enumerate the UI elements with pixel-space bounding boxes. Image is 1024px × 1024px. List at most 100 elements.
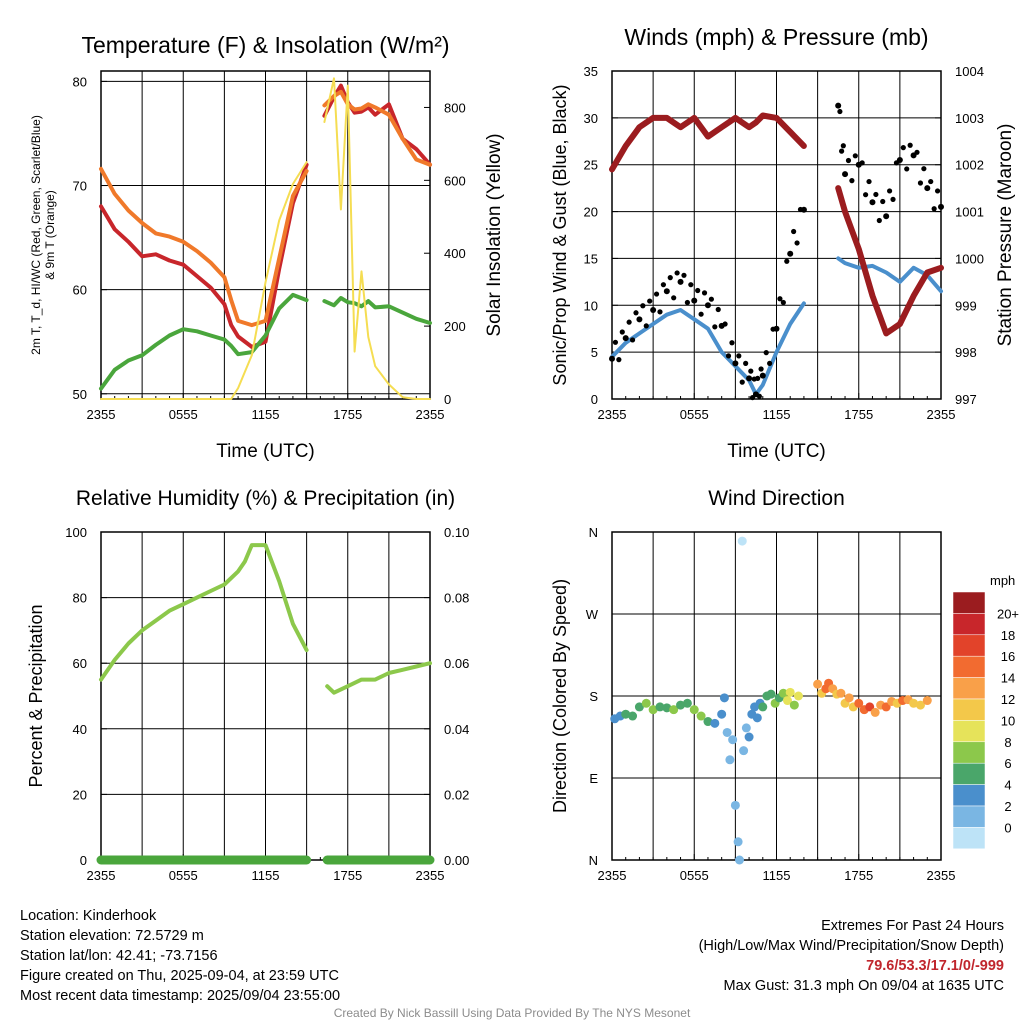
location-text: Location: Kinderhook: [20, 908, 157, 924]
series-point-gust: [859, 160, 865, 166]
series-point-gust: [688, 282, 694, 288]
x-tick-label: 2355: [927, 407, 956, 422]
series-point-gust: [674, 270, 680, 276]
direction-point: [676, 700, 686, 710]
direction-point: [689, 705, 699, 715]
y-tick-label: 25: [584, 158, 598, 173]
series-point-gust: [701, 290, 708, 296]
legend-label: 2: [1004, 799, 1011, 814]
series-point-gust: [797, 206, 804, 213]
series-point-gust: [759, 372, 766, 379]
direction-point: [789, 700, 799, 710]
series-point-gust: [739, 379, 745, 385]
x-tick-label: 0555: [680, 868, 709, 883]
direction-point: [719, 693, 729, 703]
series-point-gust: [880, 198, 886, 205]
series-point-gust: [722, 321, 728, 327]
direction-point: [836, 688, 846, 698]
direction-point: [865, 702, 875, 712]
y-tick-label: 20: [584, 205, 598, 220]
direction-point: [730, 800, 740, 810]
series-point-gust: [904, 166, 910, 172]
series-point-gust: [725, 353, 732, 359]
x-tick-label: 2355: [598, 407, 627, 422]
y-tick-label: 10: [584, 298, 598, 313]
series-point-gust: [704, 302, 711, 309]
series-point-gust: [643, 323, 649, 329]
series-point-gust: [629, 337, 636, 343]
y-tick-label: 80: [73, 591, 87, 606]
series-point-gust: [609, 355, 615, 362]
legend-label: 16: [1001, 649, 1015, 664]
panel-title: Wind Direction: [708, 487, 845, 510]
series-point-gust: [657, 309, 663, 315]
series-point-gust: [729, 340, 735, 346]
direction-point: [696, 711, 706, 721]
series-point-gust: [755, 375, 761, 381]
y2-tick-label: 0: [444, 392, 451, 407]
credit-text: Created By Nick Bassill Using Data Provi…: [333, 1006, 691, 1020]
series-point-gust: [619, 329, 625, 335]
series-point-gust: [749, 394, 756, 401]
series-point-gust: [698, 311, 704, 317]
series-point-gust: [777, 296, 783, 302]
direction-point: [922, 696, 932, 706]
y2-tick-label: 0.02: [444, 787, 469, 802]
series-line-temp_9m: [99, 89, 432, 328]
x-tick-label: 0555: [169, 407, 198, 422]
y2-tick-label: 800: [444, 100, 466, 115]
series-point-gust: [660, 282, 667, 288]
y2-tick-label: 400: [444, 246, 466, 261]
x-tick-label: 2355: [87, 868, 116, 883]
series-point-gust: [767, 360, 773, 366]
direction-point: [717, 709, 727, 719]
x-tick-label: 2355: [416, 407, 445, 422]
series-point-gust: [840, 143, 846, 149]
series-point-gust: [938, 203, 944, 210]
series-point-gust: [791, 228, 797, 235]
series-point-gust: [663, 288, 670, 295]
series-point-gust: [616, 357, 622, 363]
panel-rh: Relative Humidity (%) & Precipitation (i…: [26, 487, 469, 883]
series-point-gust: [671, 295, 677, 301]
legend-label: 18: [1001, 628, 1015, 643]
max-gust-text: Max Gust: 31.3 mph On 09/04 at 1635 UTC: [723, 978, 1004, 994]
series-line-wind: [610, 256, 943, 397]
x-tick-label: 1755: [333, 868, 362, 883]
direction-point: [648, 705, 658, 715]
direction-point: [870, 707, 880, 717]
series-point-gust: [921, 166, 927, 172]
series-point-gust: [695, 287, 701, 294]
series-point-gust: [835, 102, 842, 109]
y-axis-label-line: 2m T, T_d, HI/WC (Red, Green, Scarlet/Bl…: [29, 115, 43, 355]
y-tick-label: 50: [73, 387, 87, 402]
legend-label: 12: [1001, 692, 1015, 707]
series-point-gust: [787, 250, 794, 257]
legend-swatch: [952, 655, 986, 678]
x-axis-label: Time (UTC): [727, 441, 826, 462]
series-point-gust: [839, 148, 845, 154]
x-tick-label: 0555: [680, 407, 709, 422]
extremes-panel: Extremes For Past 24 Hours (High/Low/Max…: [699, 916, 1004, 996]
series-point-gust: [866, 178, 872, 185]
y-tick-label: N: [589, 525, 598, 540]
elevation-text: Station elevation: 72.5729 m: [20, 928, 204, 944]
y-tick-label: 70: [73, 179, 87, 194]
direction-point: [793, 691, 803, 701]
station-info: Location: Kinderhook Station elevation: …: [20, 906, 340, 1006]
series-line-relative_humidity: [99, 543, 432, 695]
series-point-gust: [640, 303, 646, 309]
legend-label: 10: [1001, 713, 1015, 728]
y-tick-label: W: [586, 607, 599, 622]
y2-axis-label: Solar Insolation (Yellow): [484, 133, 505, 336]
series-line-pressure: [609, 112, 944, 337]
direction-point: [854, 698, 864, 708]
direction-point: [682, 698, 692, 708]
series-point-gust: [612, 339, 619, 345]
direction-point: [722, 727, 732, 737]
series-point-gust: [794, 240, 800, 246]
series-point-gust: [743, 360, 749, 366]
legend-label: 8: [1004, 735, 1011, 750]
y2-tick-label: 600: [444, 173, 466, 188]
series-point-gust: [883, 213, 890, 220]
